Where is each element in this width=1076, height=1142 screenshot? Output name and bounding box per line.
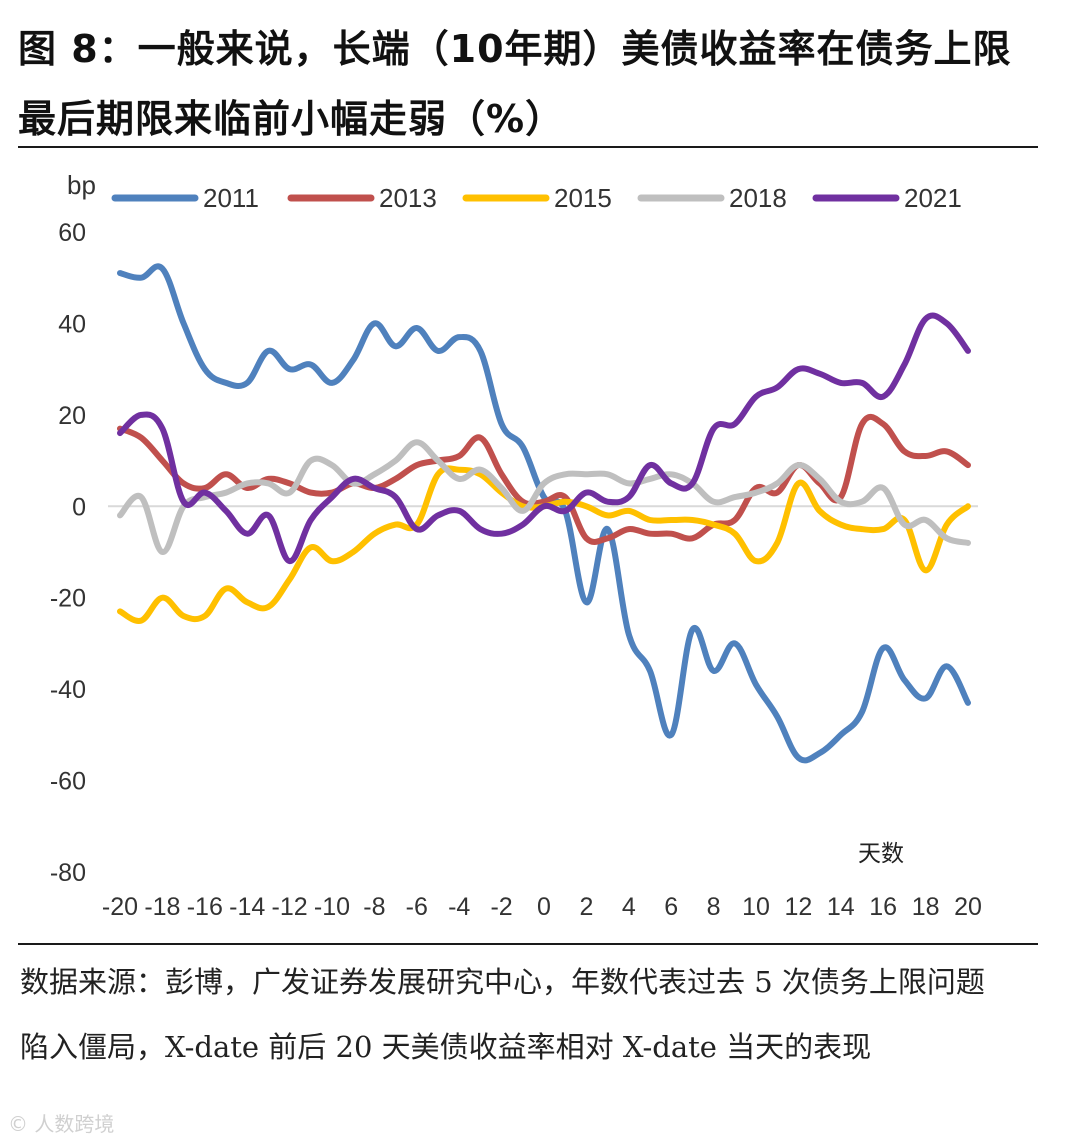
legend-label-2011: 2011 — [203, 183, 259, 213]
x-tick-label: 16 — [869, 893, 897, 921]
source-note: 数据来源：彭博，广发证券发展研究中心，年数代表过去 5 次债务上限问题陷入僵局，… — [20, 965, 985, 1064]
x-tick-label: -20 — [102, 893, 138, 921]
x-tick-label: 6 — [664, 893, 678, 921]
x-tick-label: 8 — [707, 893, 721, 921]
series-line-2011 — [117, 263, 971, 764]
x-tick-label: 18 — [912, 893, 940, 921]
legend-label-2015: 2015 — [554, 183, 612, 213]
y-tick-label: 0 — [72, 493, 86, 521]
series-line-2018 — [117, 439, 971, 555]
x-tick-label: 20 — [954, 893, 982, 921]
x-tick-label: -8 — [363, 893, 385, 921]
y-tick-label: 60 — [58, 219, 86, 247]
x-tick-label: -14 — [229, 893, 265, 921]
x-tick-label: -16 — [187, 893, 223, 921]
x-tick-label: -12 — [272, 893, 308, 921]
line-chart: bp 2011 2013 2015 2018 2021 6040200-20-40-60… — [50, 170, 982, 921]
watermark: © 人数跨境 — [8, 1112, 115, 1136]
x-axis: -20 -18 -16 -14 -12 -10 -8 -6 -4 -2 0 2 4 6 8 10 12 14 16 1… — [102, 893, 982, 921]
series-line-2021 — [117, 312, 971, 565]
x-axis-label: 天数 — [858, 841, 904, 867]
x-tick-label: -10 — [314, 893, 350, 921]
y-axis-unit-label: bp — [67, 170, 96, 200]
x-tick-label: -2 — [490, 893, 512, 921]
legend-label-2021: 2021 — [904, 183, 962, 213]
chart-title: 图 8：一般来说，长端（10年期）美债收益率在债务上限最后期限来临前小幅走弱（%… — [18, 27, 1012, 141]
y-tick-label: 20 — [58, 402, 86, 430]
y-tick-label: -80 — [50, 859, 86, 887]
x-tick-label: -4 — [448, 893, 470, 921]
plot-area — [117, 263, 971, 764]
legend: 2011 2013 2015 2018 2021 — [111, 183, 962, 213]
x-tick-label: -6 — [406, 893, 428, 921]
y-tick-label: -20 — [50, 585, 86, 613]
bottom-divider — [18, 943, 1038, 945]
y-axis: 60 40 20 0 -20 -40 -60 -80 — [50, 219, 86, 887]
top-divider — [18, 146, 1038, 148]
legend-label-2013: 2013 — [379, 183, 437, 213]
x-tick-label: 14 — [827, 893, 855, 921]
y-tick-label: -60 — [50, 768, 86, 796]
x-tick-label: 0 — [537, 893, 551, 921]
x-tick-label: 10 — [742, 893, 770, 921]
x-tick-label: 2 — [579, 893, 593, 921]
y-tick-label: -40 — [50, 676, 86, 704]
y-tick-label: 40 — [58, 310, 86, 338]
x-tick-label: -18 — [144, 893, 180, 921]
legend-label-2018: 2018 — [729, 183, 787, 213]
x-tick-label: 4 — [622, 893, 636, 921]
x-tick-label: 12 — [784, 893, 812, 921]
